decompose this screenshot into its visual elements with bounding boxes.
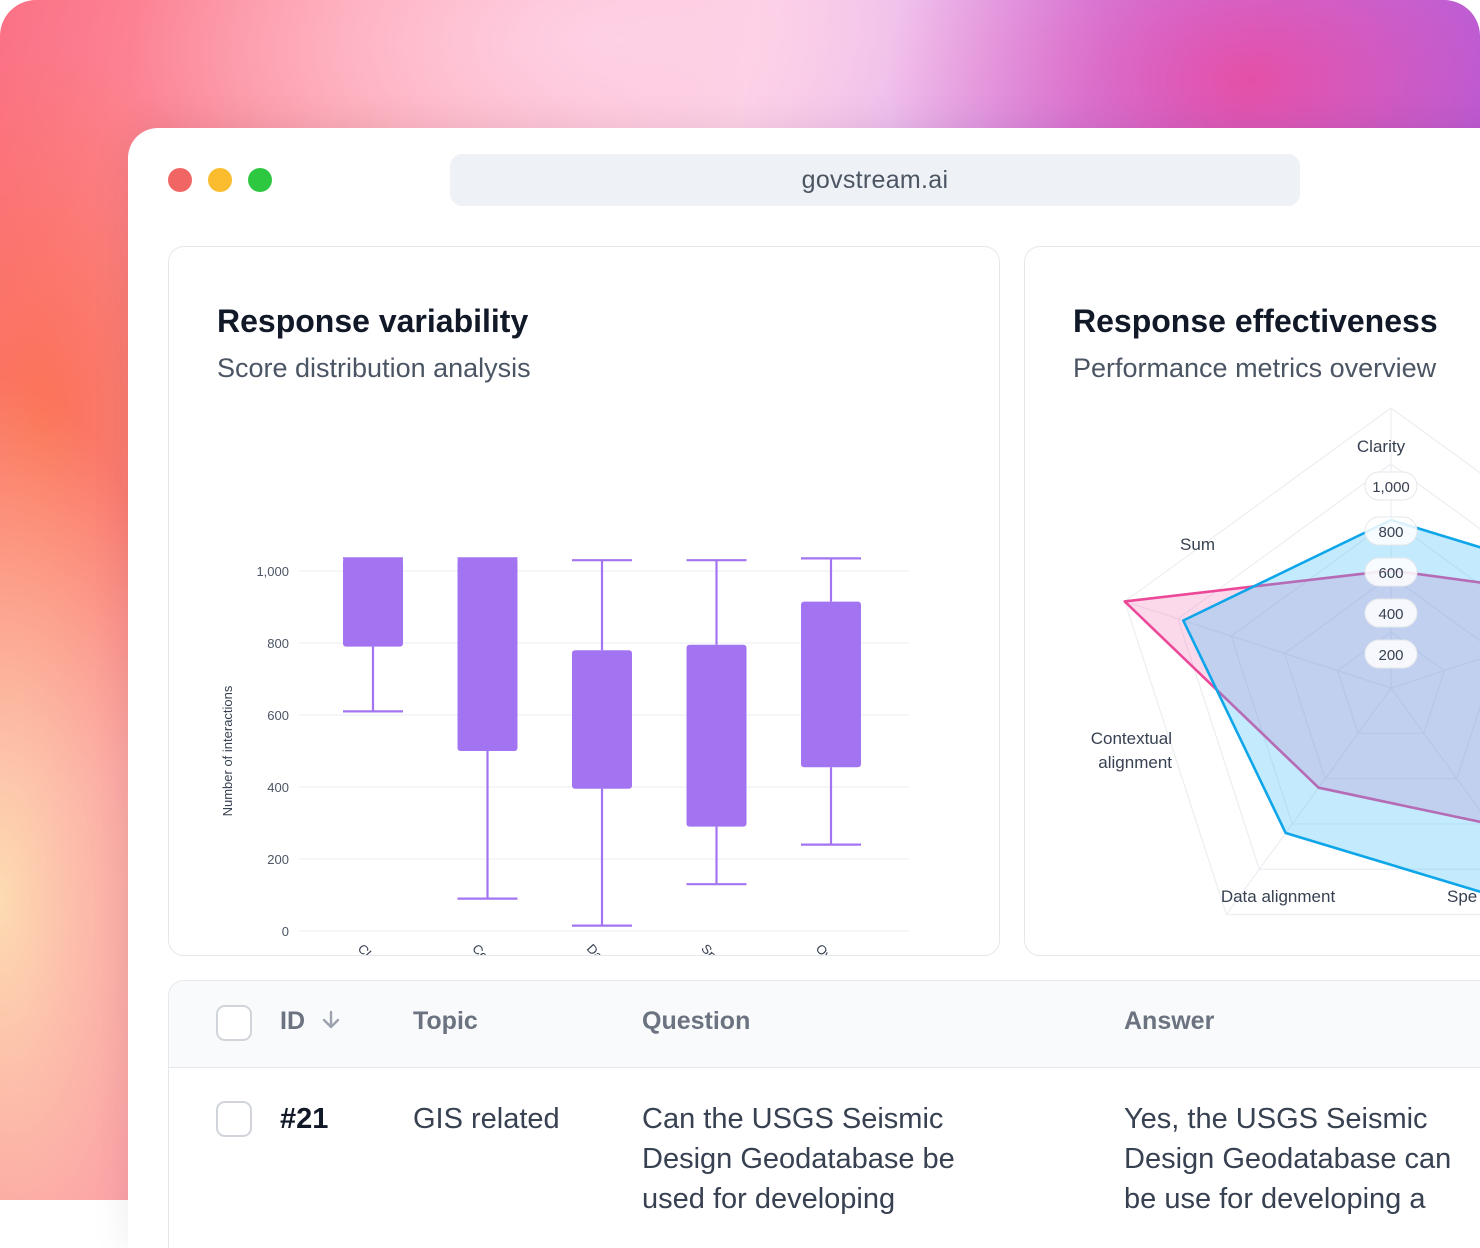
radar-axis-label: Data alignment — [1221, 887, 1336, 906]
radar-tick-pill — [1364, 557, 1418, 587]
x-tick-label: Overall — [813, 941, 852, 955]
row-id: #21 — [280, 1103, 329, 1135]
box-overall — [801, 601, 861, 768]
arrow-down-icon[interactable] — [320, 1009, 342, 1031]
boxplot-chart: 0 200 400 600 800 1,000 Number of interactions… — [220, 557, 909, 955]
row-topic: GIS related — [413, 1103, 560, 1135]
radar-axis-label: Spe — [1447, 887, 1477, 906]
radar-axis-label: Clarity — [1357, 437, 1406, 456]
card-title: Response effectiveness — [1073, 303, 1438, 339]
column-header-answer[interactable]: Answer — [1124, 1007, 1215, 1035]
column-header-id-label: ID — [280, 1007, 305, 1035]
responses-table: ID Topic Question Answer #21 GIS related… — [168, 980, 1480, 1248]
radar-grid-ring — [1230, 519, 1480, 825]
radar-series-b — [1181, 518, 1480, 894]
radar-spoke — [1390, 687, 1480, 812]
radar-grid-ring — [1337, 631, 1445, 734]
radar-spoke — [1225, 687, 1392, 915]
radar-grid-ring — [1177, 463, 1480, 870]
row-answer-line-3: be use for developing a — [1124, 1183, 1426, 1215]
response-effectiveness-card: Response effectiveness Performance metri… — [1024, 246, 1480, 956]
select-all-checkbox[interactable] — [216, 1005, 252, 1041]
radar-tick-pill — [1364, 598, 1418, 628]
radar-tick-label: 600 — [1378, 565, 1403, 582]
radar-series-a — [1123, 569, 1480, 824]
y-tick-label: 1,000 — [256, 564, 289, 579]
row-checkbox[interactable] — [216, 1101, 252, 1137]
response-variability-card: Response variability Score distribution … — [168, 246, 1000, 956]
row-question-line-1: Can the USGS Seismic — [642, 1103, 944, 1135]
radar-axis-label: alignment — [1098, 753, 1172, 772]
box-contextual-alignment — [457, 558, 518, 751]
column-header-topic[interactable]: Topic — [413, 1007, 478, 1035]
row-question-line-3: used for developing — [642, 1183, 896, 1215]
card-subtitle: Performance metrics overview — [1073, 353, 1437, 383]
y-tick-label: 0 — [282, 924, 289, 939]
radar-tick-label: 200 — [1378, 647, 1403, 664]
close-window-button[interactable] — [168, 168, 192, 192]
y-axis-label: Number of interactions — [220, 685, 235, 816]
y-tick-label: 400 — [267, 780, 289, 795]
radar-tick-label: 800 — [1378, 524, 1403, 541]
row-answer-line-1: Yes, the USGS Seismic — [1124, 1103, 1428, 1135]
x-tick-label: Clarity — [355, 941, 391, 955]
card-title: Response variability — [217, 303, 529, 339]
radar-tick-pill — [1364, 471, 1418, 501]
radar-axis-label: Sum — [1180, 535, 1215, 554]
box-specifity — [686, 644, 747, 827]
radar-tick-label: 400 — [1378, 606, 1403, 623]
column-header-id[interactable]: ID — [280, 1007, 342, 1036]
x-tick-label: Data alignment — [584, 941, 654, 955]
radar-tick-pill — [1364, 516, 1418, 546]
radar-tick-pill — [1364, 639, 1418, 669]
box-clarity — [343, 558, 403, 647]
table-header: ID Topic Question Answer — [169, 981, 1480, 1068]
maximize-window-button[interactable] — [248, 168, 272, 192]
browser-window: govstream.ai Response variability Score … — [128, 128, 1480, 1248]
minimize-window-button[interactable] — [208, 168, 232, 192]
address-bar[interactable]: govstream.ai — [450, 154, 1300, 206]
radar-chart: 200 400 600 800 1,000 Clarity Spe Data alignmen… — [1091, 407, 1480, 916]
radar-tick-label: 1,000 — [1372, 479, 1410, 496]
y-tick-label: 200 — [267, 852, 289, 867]
y-tick-label: 600 — [267, 708, 289, 723]
box-data-alignment — [572, 650, 632, 789]
url-text: govstream.ai — [801, 165, 949, 194]
row-question-line-2: Design Geodatabase be — [642, 1143, 955, 1175]
radar-spoke — [1124, 600, 1392, 689]
y-tick-label: 800 — [267, 636, 289, 651]
radar-grid-ring — [1123, 407, 1480, 916]
x-tick-label: Specifity — [698, 941, 742, 955]
row-answer-line-2: Design Geodatabase can — [1124, 1143, 1452, 1175]
radar-axis-label: Contextual — [1091, 729, 1172, 748]
card-subtitle: Score distribution analysis — [217, 353, 531, 383]
column-header-question[interactable]: Question — [642, 1007, 751, 1035]
x-tick-label: Contextual alignment — [469, 941, 562, 955]
radar-spoke — [1390, 658, 1480, 689]
